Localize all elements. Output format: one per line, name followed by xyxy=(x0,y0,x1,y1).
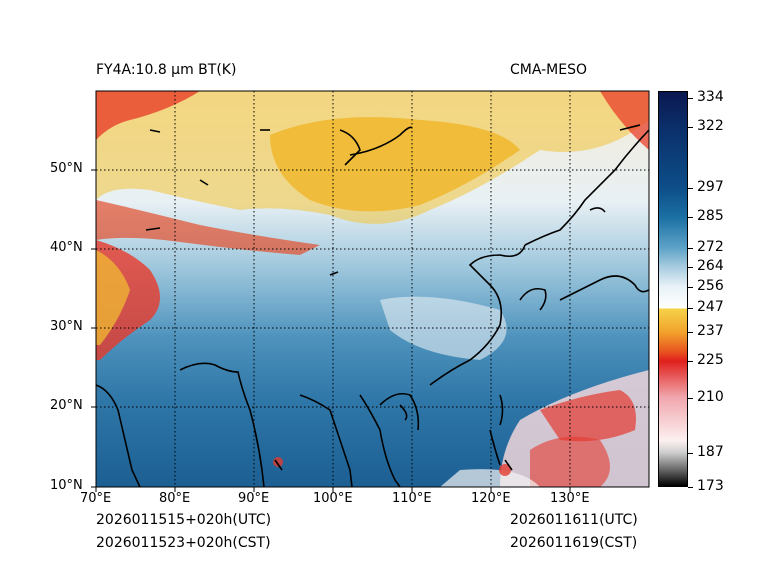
colorbar-tick-mark xyxy=(688,487,693,488)
lon-label-120: 120°E xyxy=(471,491,511,506)
colorbar-tick-label: 264 xyxy=(697,258,724,275)
lon-label-130: 130°E xyxy=(550,491,590,506)
colorbar-tick-label: 247 xyxy=(697,299,724,316)
init-cst: 2026011523+020h(CST) xyxy=(96,535,271,551)
lat-label-10: 10°N xyxy=(50,478,83,493)
colorbar-tick-label: 187 xyxy=(697,444,724,461)
colorbar xyxy=(658,91,688,487)
colorbar-tick-label: 210 xyxy=(697,388,724,405)
colorbar-tick-mark xyxy=(688,216,693,218)
lon-label-110: 110°E xyxy=(392,491,432,506)
valid-cst: 2026011619(CST) xyxy=(510,535,638,551)
lon-label-80: 80°E xyxy=(159,491,191,506)
colorbar-tick-label: 256 xyxy=(697,277,724,294)
lat-label-40: 40°N xyxy=(50,240,83,255)
gridlines xyxy=(96,91,649,487)
colorbar-tick-label: 334 xyxy=(697,89,724,106)
valid-utc: 2026011611(UTC) xyxy=(510,512,638,528)
lon-label-90: 90°E xyxy=(238,491,270,506)
colorbar-tick-mark xyxy=(688,267,693,269)
lon-label-70: 70°E xyxy=(80,491,112,506)
init-utc: 2026011515+020h(UTC) xyxy=(96,512,272,528)
colorbar-tick-label: 237 xyxy=(697,323,724,340)
colorbar-tick-mark xyxy=(688,453,693,455)
colorbar-tick-label: 225 xyxy=(697,352,724,369)
map-frame xyxy=(95,90,650,488)
colorbar-tick-mark xyxy=(688,286,693,288)
colorbar-tick-mark xyxy=(688,98,693,100)
colorbar-tick-mark xyxy=(688,187,693,189)
title-left: FY4A:10.8 µm BT(K) xyxy=(96,62,237,78)
colorbar-tick-label: 322 xyxy=(697,118,724,135)
lat-label-20: 20°N xyxy=(50,398,83,413)
colorbar-tick-label: 272 xyxy=(697,238,724,255)
lat-label-30: 30°N xyxy=(50,319,83,334)
colorbar-tick-label: 173 xyxy=(697,478,724,494)
title-right: CMA-MESO xyxy=(510,62,588,78)
colorbar-tick-mark xyxy=(688,361,693,363)
colorbar-tick-mark xyxy=(688,332,693,334)
map-image xyxy=(96,91,649,487)
coastlines xyxy=(96,124,649,487)
colorbar-tick-mark xyxy=(688,247,693,249)
colorbar-tick-label: 297 xyxy=(697,178,724,195)
axis-ticks xyxy=(91,169,571,492)
colorbar-tick-mark xyxy=(688,308,693,310)
colorbar-tick-mark xyxy=(688,127,693,129)
lon-label-100: 100°E xyxy=(313,491,353,506)
colorbar-tick-label: 285 xyxy=(697,207,724,224)
lat-label-50: 50°N xyxy=(50,161,83,176)
colorbar-tick-mark xyxy=(688,397,693,399)
